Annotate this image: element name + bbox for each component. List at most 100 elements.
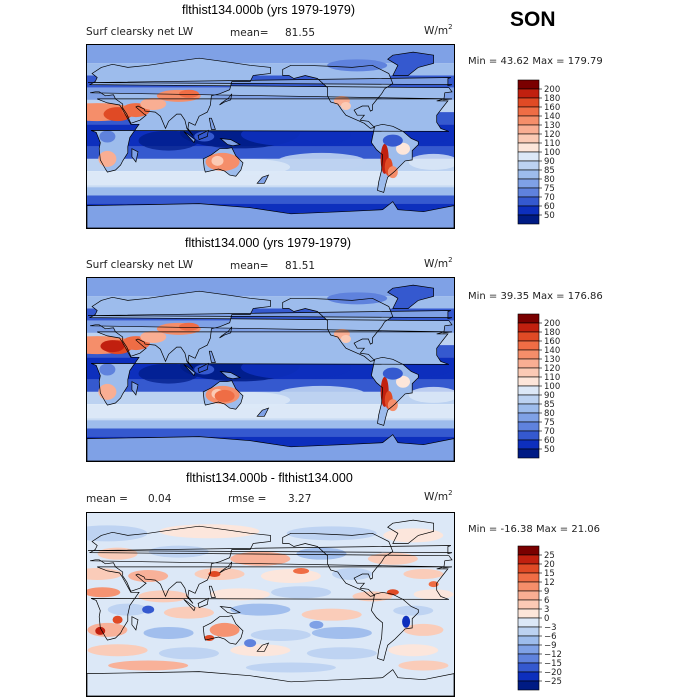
colorbar-swatch	[517, 178, 540, 189]
panel-1-min-value: 43.62	[500, 56, 530, 67]
panel-2-title: flthist134.000 (yrs 1979-1979)	[185, 236, 352, 250]
colorbar-tick-label: 90	[544, 391, 555, 401]
colorbar-tick-label: 70	[544, 193, 555, 203]
colorbar-swatch	[517, 322, 540, 333]
colorbar-swatch	[517, 617, 540, 628]
panel-3-min-label: Min =	[468, 524, 498, 535]
colorbar-tick-label: 12	[544, 578, 555, 588]
colorbar-swatch	[517, 590, 540, 601]
panel-3-units: W/m2	[424, 489, 453, 503]
panel-3-map-field	[87, 513, 454, 696]
panel-2-min-label: Min =	[468, 291, 498, 302]
colorbar-swatch	[517, 358, 540, 369]
panel-3-map	[86, 512, 455, 697]
panel-1-mean-value: 81.55	[285, 27, 316, 39]
colorbar-swatch	[517, 662, 540, 673]
panel-2-max-label: Max =	[532, 291, 565, 302]
colorbar-swatch	[517, 412, 540, 423]
colorbar-swatch	[517, 572, 540, 583]
colorbar-tick-label: 50	[544, 211, 555, 221]
panel-2-minmax: Min = 39.35 Max = 176.86	[468, 291, 603, 302]
colorbar-swatch	[517, 403, 540, 414]
colorbar-swatch	[517, 563, 540, 574]
colorbar-tick-label: 160	[544, 337, 560, 347]
colorbar-swatch	[517, 671, 540, 682]
colorbar-tick-label: 50	[544, 445, 555, 455]
colorbar-swatch	[517, 124, 540, 135]
colorbar-tick-label: 110	[544, 139, 560, 149]
panel-2-map	[86, 277, 455, 462]
colorbar-swatch	[517, 581, 540, 592]
colorbar-swatch	[517, 187, 540, 198]
colorbar-swatch	[517, 367, 540, 378]
colorbar-swatch	[517, 635, 540, 646]
panel-3-mean-value: 0.04	[148, 493, 172, 505]
colorbar-tick-label: 200	[544, 319, 560, 329]
colorbar-swatch	[517, 115, 540, 126]
colorbar-tick-label: −12	[544, 650, 562, 660]
colorbar-swatch	[517, 340, 540, 351]
colorbar-swatch	[517, 79, 540, 90]
panel-1-title: flthist134.000b (yrs 1979-1979)	[182, 3, 356, 17]
panel-3-min-value: -16.38	[500, 524, 533, 535]
panel-2-mean-label: mean=	[230, 260, 269, 272]
colorbar-tick-label: 85	[544, 166, 555, 176]
colorbar-tick-label: 100	[544, 148, 560, 158]
colorbar-tick-label: −15	[544, 659, 562, 669]
panel-3-mean-label: mean =	[86, 493, 128, 505]
season-label: SON	[510, 8, 556, 31]
colorbar-swatch	[517, 545, 540, 556]
panel-2-units: W/m2	[424, 256, 453, 270]
colorbar-swatch	[517, 160, 540, 171]
panel-2-variable-label: Surf clearsky net LW	[86, 259, 194, 271]
colorbar-tick-label: 60	[544, 436, 555, 446]
panel-3-colorbar: 25 20 15 12 9 6 3 0 −3 −6 −9 −12 −15 −20 −25	[517, 545, 578, 691]
colorbar-tick-label: 75	[544, 184, 555, 194]
panel-1-minmax: Min = 43.62 Max = 179.79	[468, 56, 603, 67]
colorbar-tick-label: 75	[544, 418, 555, 428]
colorbar-tick-label: 9	[544, 587, 549, 597]
colorbar-swatch	[517, 376, 540, 387]
colorbar-tick-label: 120	[544, 130, 560, 140]
colorbar-tick-label: 80	[544, 175, 555, 185]
panel-2-max-value: 176.86	[567, 291, 603, 302]
panel-1-min-label: Min =	[468, 56, 498, 67]
colorbar-tick-label: −6	[544, 632, 557, 642]
panel-3-max-value: 21.06	[571, 524, 600, 535]
panel-2-map-field	[87, 278, 454, 461]
colorbar-swatch	[517, 421, 540, 432]
colorbar-swatch	[517, 169, 540, 180]
colorbar-tick-label: 180	[544, 328, 560, 338]
panel-1-variable-label: Surf clearsky net LW	[86, 26, 194, 38]
colorbar-tick-label: −20	[544, 668, 562, 678]
colorbar-tick-label: −3	[544, 623, 557, 633]
colorbar-tick-label: 20	[544, 560, 555, 570]
colorbar-swatch	[517, 448, 540, 459]
colorbar-swatch	[517, 313, 540, 324]
panel-3-rmse-label: rmse =	[228, 493, 267, 505]
colorbar-tick-label: 180	[544, 94, 560, 104]
colorbar-swatch	[517, 439, 540, 450]
colorbar-swatch	[517, 214, 540, 225]
colorbar-tick-label: 120	[544, 364, 560, 374]
colorbar-swatch	[517, 151, 540, 162]
colorbar-swatch	[517, 626, 540, 637]
colorbar-tick-label: 85	[544, 400, 555, 410]
colorbar-tick-label: 130	[544, 355, 560, 365]
colorbar-tick-label: 90	[544, 157, 555, 167]
colorbar-swatch	[517, 349, 540, 360]
colorbar-swatch	[517, 599, 540, 610]
panel-3-minmax: Min = -16.38 Max = 21.06	[468, 524, 600, 535]
colorbar-swatch	[517, 385, 540, 396]
colorbar-tick-label: 160	[544, 103, 560, 113]
panel-1-max-label: Max =	[532, 56, 565, 67]
panel-1-units: W/m2	[424, 23, 453, 37]
colorbar-tick-label: 140	[544, 112, 560, 122]
colorbar-tick-label: 110	[544, 373, 560, 383]
panel-2-mean-value: 81.51	[285, 260, 316, 272]
colorbar-tick-label: 100	[544, 382, 560, 392]
colorbar-swatch	[517, 608, 540, 619]
colorbar-tick-label: 140	[544, 346, 560, 356]
colorbar-tick-label: 130	[544, 121, 560, 131]
colorbar-swatch	[517, 196, 540, 207]
